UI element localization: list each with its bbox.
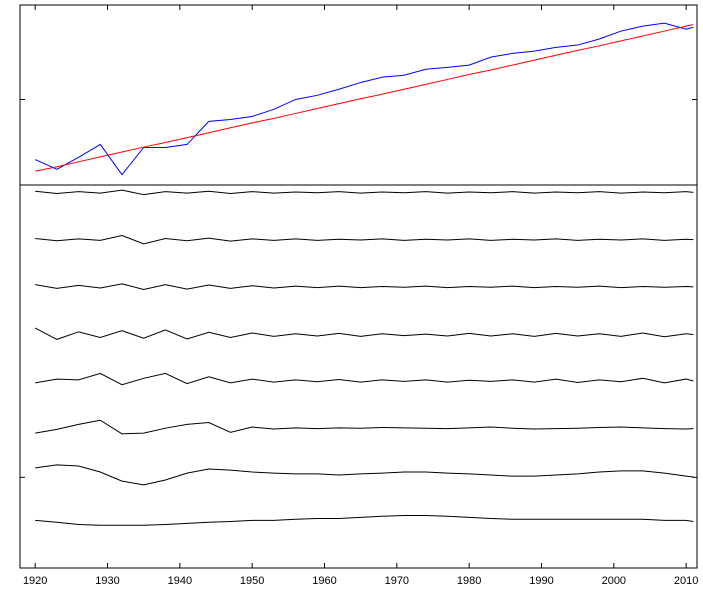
x-tick-label: 1960 <box>312 575 336 587</box>
series-line <box>35 283 694 291</box>
x-tick-label: 2000 <box>602 575 626 587</box>
x-tick-label: 1950 <box>240 575 264 587</box>
series-line <box>35 419 694 435</box>
x-tick-label: 2010 <box>674 575 698 587</box>
series-line <box>34 22 694 176</box>
series-line <box>35 189 694 196</box>
x-tick-label: 1920 <box>23 575 47 587</box>
series-line <box>35 234 694 245</box>
series-line <box>34 327 694 340</box>
x-tick-label: 1930 <box>95 575 119 587</box>
series-line <box>35 464 694 486</box>
plot-frame <box>19 4 698 569</box>
x-tick-label: 1970 <box>385 575 409 587</box>
x-tick-label: 1980 <box>457 575 481 587</box>
x-tick-label: 1940 <box>168 575 192 587</box>
x-tick-label: 1990 <box>529 575 553 587</box>
series-line <box>35 514 694 526</box>
series-line <box>35 372 694 386</box>
series-line <box>35 24 694 172</box>
